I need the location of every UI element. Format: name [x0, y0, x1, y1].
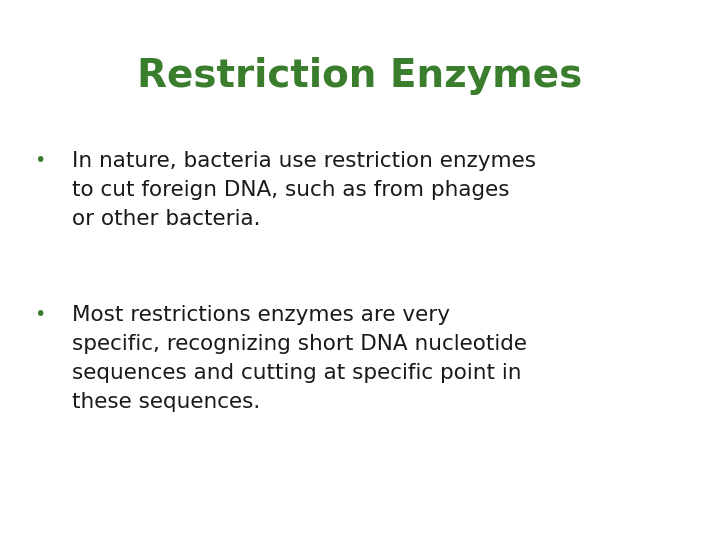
Text: In nature, bacteria use restriction enzymes
to cut foreign DNA, such as from pha: In nature, bacteria use restriction enzy…: [72, 151, 536, 229]
Text: Restriction Enzymes: Restriction Enzymes: [138, 57, 582, 94]
Text: •: •: [34, 151, 45, 170]
Text: •: •: [34, 305, 45, 324]
Text: Most restrictions enzymes are very
specific, recognizing short DNA nucleotide
se: Most restrictions enzymes are very speci…: [72, 305, 527, 411]
